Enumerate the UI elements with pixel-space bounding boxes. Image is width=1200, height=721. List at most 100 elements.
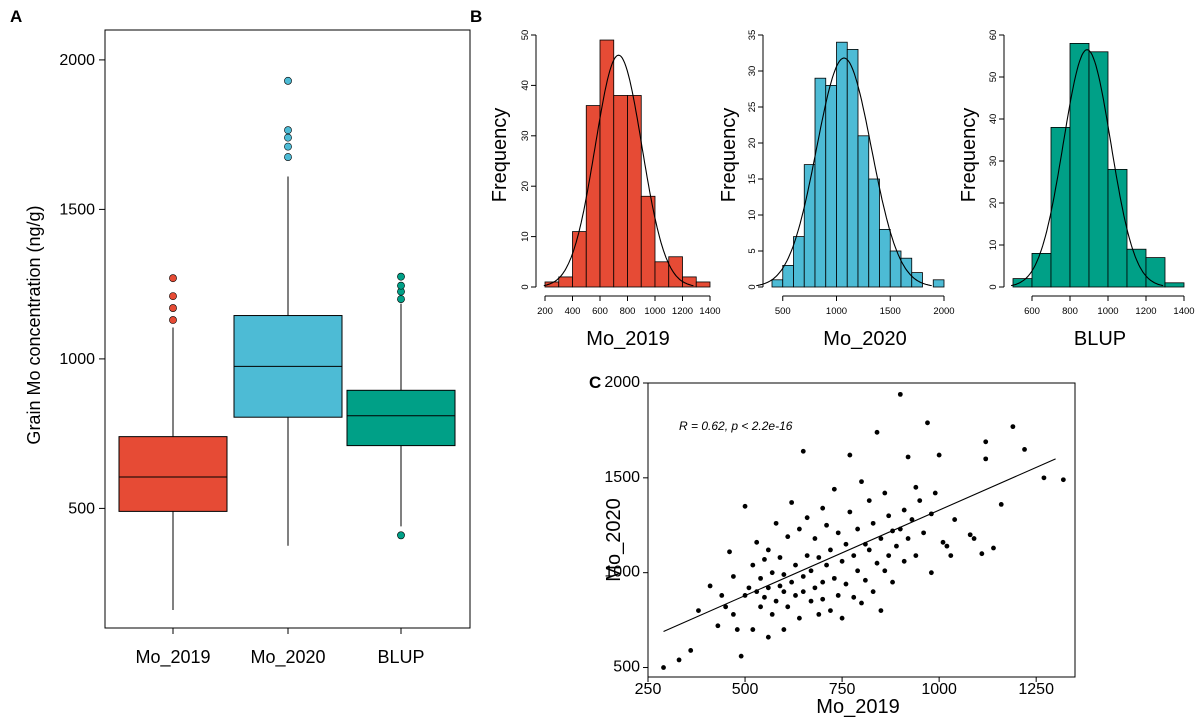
scatter-point [727, 549, 732, 555]
histogram-blup-normal-curve [1010, 49, 1164, 287]
boxplot-y-axis-title: Grain Mo concentration (ng/g) [24, 205, 44, 444]
boxplot-box-1 [118, 436, 228, 512]
histogram-blup-x-axis-title: BLUP [1074, 328, 1126, 350]
scatter-regression-line [663, 458, 1056, 632]
scatter-point [723, 604, 729, 610]
scatter-point [874, 429, 880, 435]
histogram-mo2020-x-tick-label: 1500 [880, 306, 901, 317]
scatter-point [890, 579, 895, 585]
boxplot-outlier [284, 76, 292, 85]
scatter-point [781, 589, 787, 595]
boxplot-outlier [397, 272, 405, 281]
boxplot-box-3 [346, 389, 456, 447]
histogram-blup-y-tick-label: 30 [988, 156, 999, 167]
histogram-mo2020-bar [846, 49, 859, 288]
scatter-point [971, 536, 977, 541]
scatter-point [983, 439, 989, 445]
scatter-point [928, 511, 934, 517]
histogram-blup-bar [1069, 43, 1090, 288]
histogram-blup-y-tick-label: 40 [988, 114, 999, 125]
scatter-y-tick-label: 2000 [604, 374, 640, 391]
histogram-mo2020-x-tick-label: 500 [775, 306, 791, 317]
scatter-point [913, 553, 919, 559]
scatter-point [800, 574, 806, 579]
scatter-point [731, 574, 736, 579]
scatter-point [913, 484, 919, 490]
boxplot-outlier [284, 142, 292, 151]
scatter-point [1022, 446, 1027, 452]
scatter-point [820, 579, 826, 585]
scatter-point [812, 585, 818, 591]
scatter-x-tick-label: 1250 [1018, 681, 1054, 698]
histogram-blup-bar [1107, 168, 1128, 288]
scatter-point [777, 583, 783, 589]
boxplot-x-tick-label: Mo_2020 [250, 647, 325, 668]
scatter-point [917, 498, 923, 503]
histogram-mo2019-x-tick-label: 1000 [644, 306, 665, 317]
histogram-mo2019-plot-area: 0 10 20 30 40 50 200 400 600 800 1000 1200 1400 [520, 30, 721, 317]
histogram-mo2019-y-tick-label: 20 [520, 181, 531, 192]
scatter-point [715, 623, 721, 629]
scatter-point [738, 653, 744, 659]
scatter-point [707, 583, 713, 589]
scatter-x-tick-label: 250 [635, 681, 662, 698]
histogram-blup-bar [1088, 51, 1109, 288]
histogram-blup-y-tick-label: 20 [988, 198, 999, 209]
scatter-point [936, 452, 942, 458]
histogram-blup-plot-area: 0 10 20 30 40 50 60 600 800 1000 1200 1400 [988, 30, 1195, 317]
scatter-point [758, 575, 763, 581]
scatter-point [734, 627, 740, 632]
histogram-mo2020-y-tick-label: 0 [747, 284, 758, 289]
scatter-point [878, 536, 884, 541]
scatter-point [793, 562, 798, 568]
panel-label-a: A [10, 7, 22, 26]
boxplot-plot-area: 500 1000 1500 2000 Mo_2019 Mo_2020 BLUP [59, 29, 471, 668]
scatter-point [901, 558, 907, 564]
scatter-point [874, 560, 880, 566]
histogram-mo2020-y-tick-label: 15 [747, 174, 758, 185]
boxplot-outlier [284, 133, 292, 142]
histogram-mo2020-plot-area: 0 5 10 15 20 25 30 35 500 1000 1500 2000 [747, 30, 955, 317]
scatter-point [851, 594, 857, 600]
scatter-point [742, 593, 748, 598]
scatter-point [785, 534, 791, 540]
correlation-annotation: R = 0.62, p < 2.2e-16 [679, 419, 793, 433]
scatter-point [816, 612, 822, 617]
histogram-mo2020-y-axis-title: Frequency [718, 108, 740, 203]
histogram-mo2020-bar [868, 178, 880, 288]
scatter-point [940, 539, 946, 545]
histogram-mo2019-x-tick-label: 600 [592, 306, 608, 317]
scatter-point [909, 517, 915, 522]
scatter-point [804, 515, 810, 521]
scatter-point [762, 594, 767, 600]
histogram-mo2019-y-tick-label: 10 [520, 231, 531, 242]
scatter-point [750, 562, 756, 568]
scatter-point [859, 479, 864, 485]
histogram-blup-panel: 0 10 20 30 40 50 60 600 800 1000 1200 1400 Frequenc… [958, 30, 1195, 350]
scatter-x-tick-label: 750 [829, 681, 856, 698]
scatter-point [1060, 477, 1066, 483]
scatter-x-tick-label: 1000 [921, 681, 957, 698]
scatter-point [855, 568, 861, 574]
histogram-blup-y-axis-title: Frequency [958, 108, 980, 203]
scatter-point [998, 501, 1004, 507]
histogram-blup-y-tick-label: 10 [988, 240, 999, 251]
histogram-mo2019-normal-curve [543, 54, 694, 287]
scatter-point [820, 596, 826, 602]
scatter-point [816, 555, 822, 560]
boxplot-y-tick-label: 1500 [59, 201, 95, 218]
histogram-blup-bar [1164, 282, 1185, 288]
histogram-mo2019-panel: 0 10 20 30 40 50 200 400 600 800 1000 1200 1400 Freq… [489, 30, 721, 350]
scatter-point [890, 528, 895, 534]
scatter-y-tick-label: 1000 [604, 564, 640, 581]
histogram-mo2019-y-tick-label: 40 [520, 80, 531, 91]
histogram-mo2020-bar [900, 257, 913, 288]
scatter-point [731, 612, 736, 617]
scatter-point [944, 543, 950, 549]
scatter-point [688, 648, 694, 653]
scatter-point [843, 541, 849, 547]
scatter-point [765, 547, 771, 553]
boxplot-outlier [284, 126, 292, 135]
